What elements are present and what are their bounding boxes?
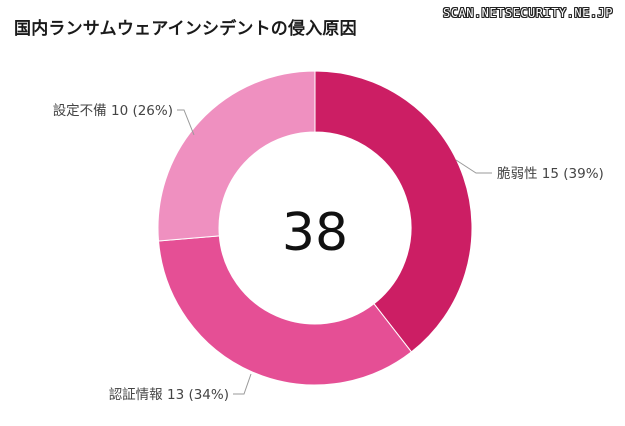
slice-label-1: 脆弱性 15 (39%) (497, 165, 604, 182)
leaders-layer (177, 109, 492, 395)
donut-slice-1 (314, 70, 473, 353)
leader-line-3 (177, 109, 195, 136)
donut-slice-2 (157, 235, 413, 386)
center-total-label: 38 (282, 203, 348, 263)
slice-label-3: 設定不備 10 (26%) (53, 103, 173, 119)
labels-layer: 脆弱性 15 (39%) 認証情報 13 (34%) 設定不備 10 (26%) (53, 103, 604, 403)
donut-slice-3 (157, 70, 316, 242)
slice-label-2: 認証情報 13 (34%) (109, 387, 229, 403)
slices-layer (157, 70, 473, 386)
leader-line-1 (455, 159, 492, 174)
leader-line-2 (233, 373, 252, 395)
site-watermark: SCAN.NETSECURITY.NE.JP (443, 6, 613, 20)
chart-title: 国内ランサムウェアインシデントの侵入原因 (14, 19, 357, 39)
